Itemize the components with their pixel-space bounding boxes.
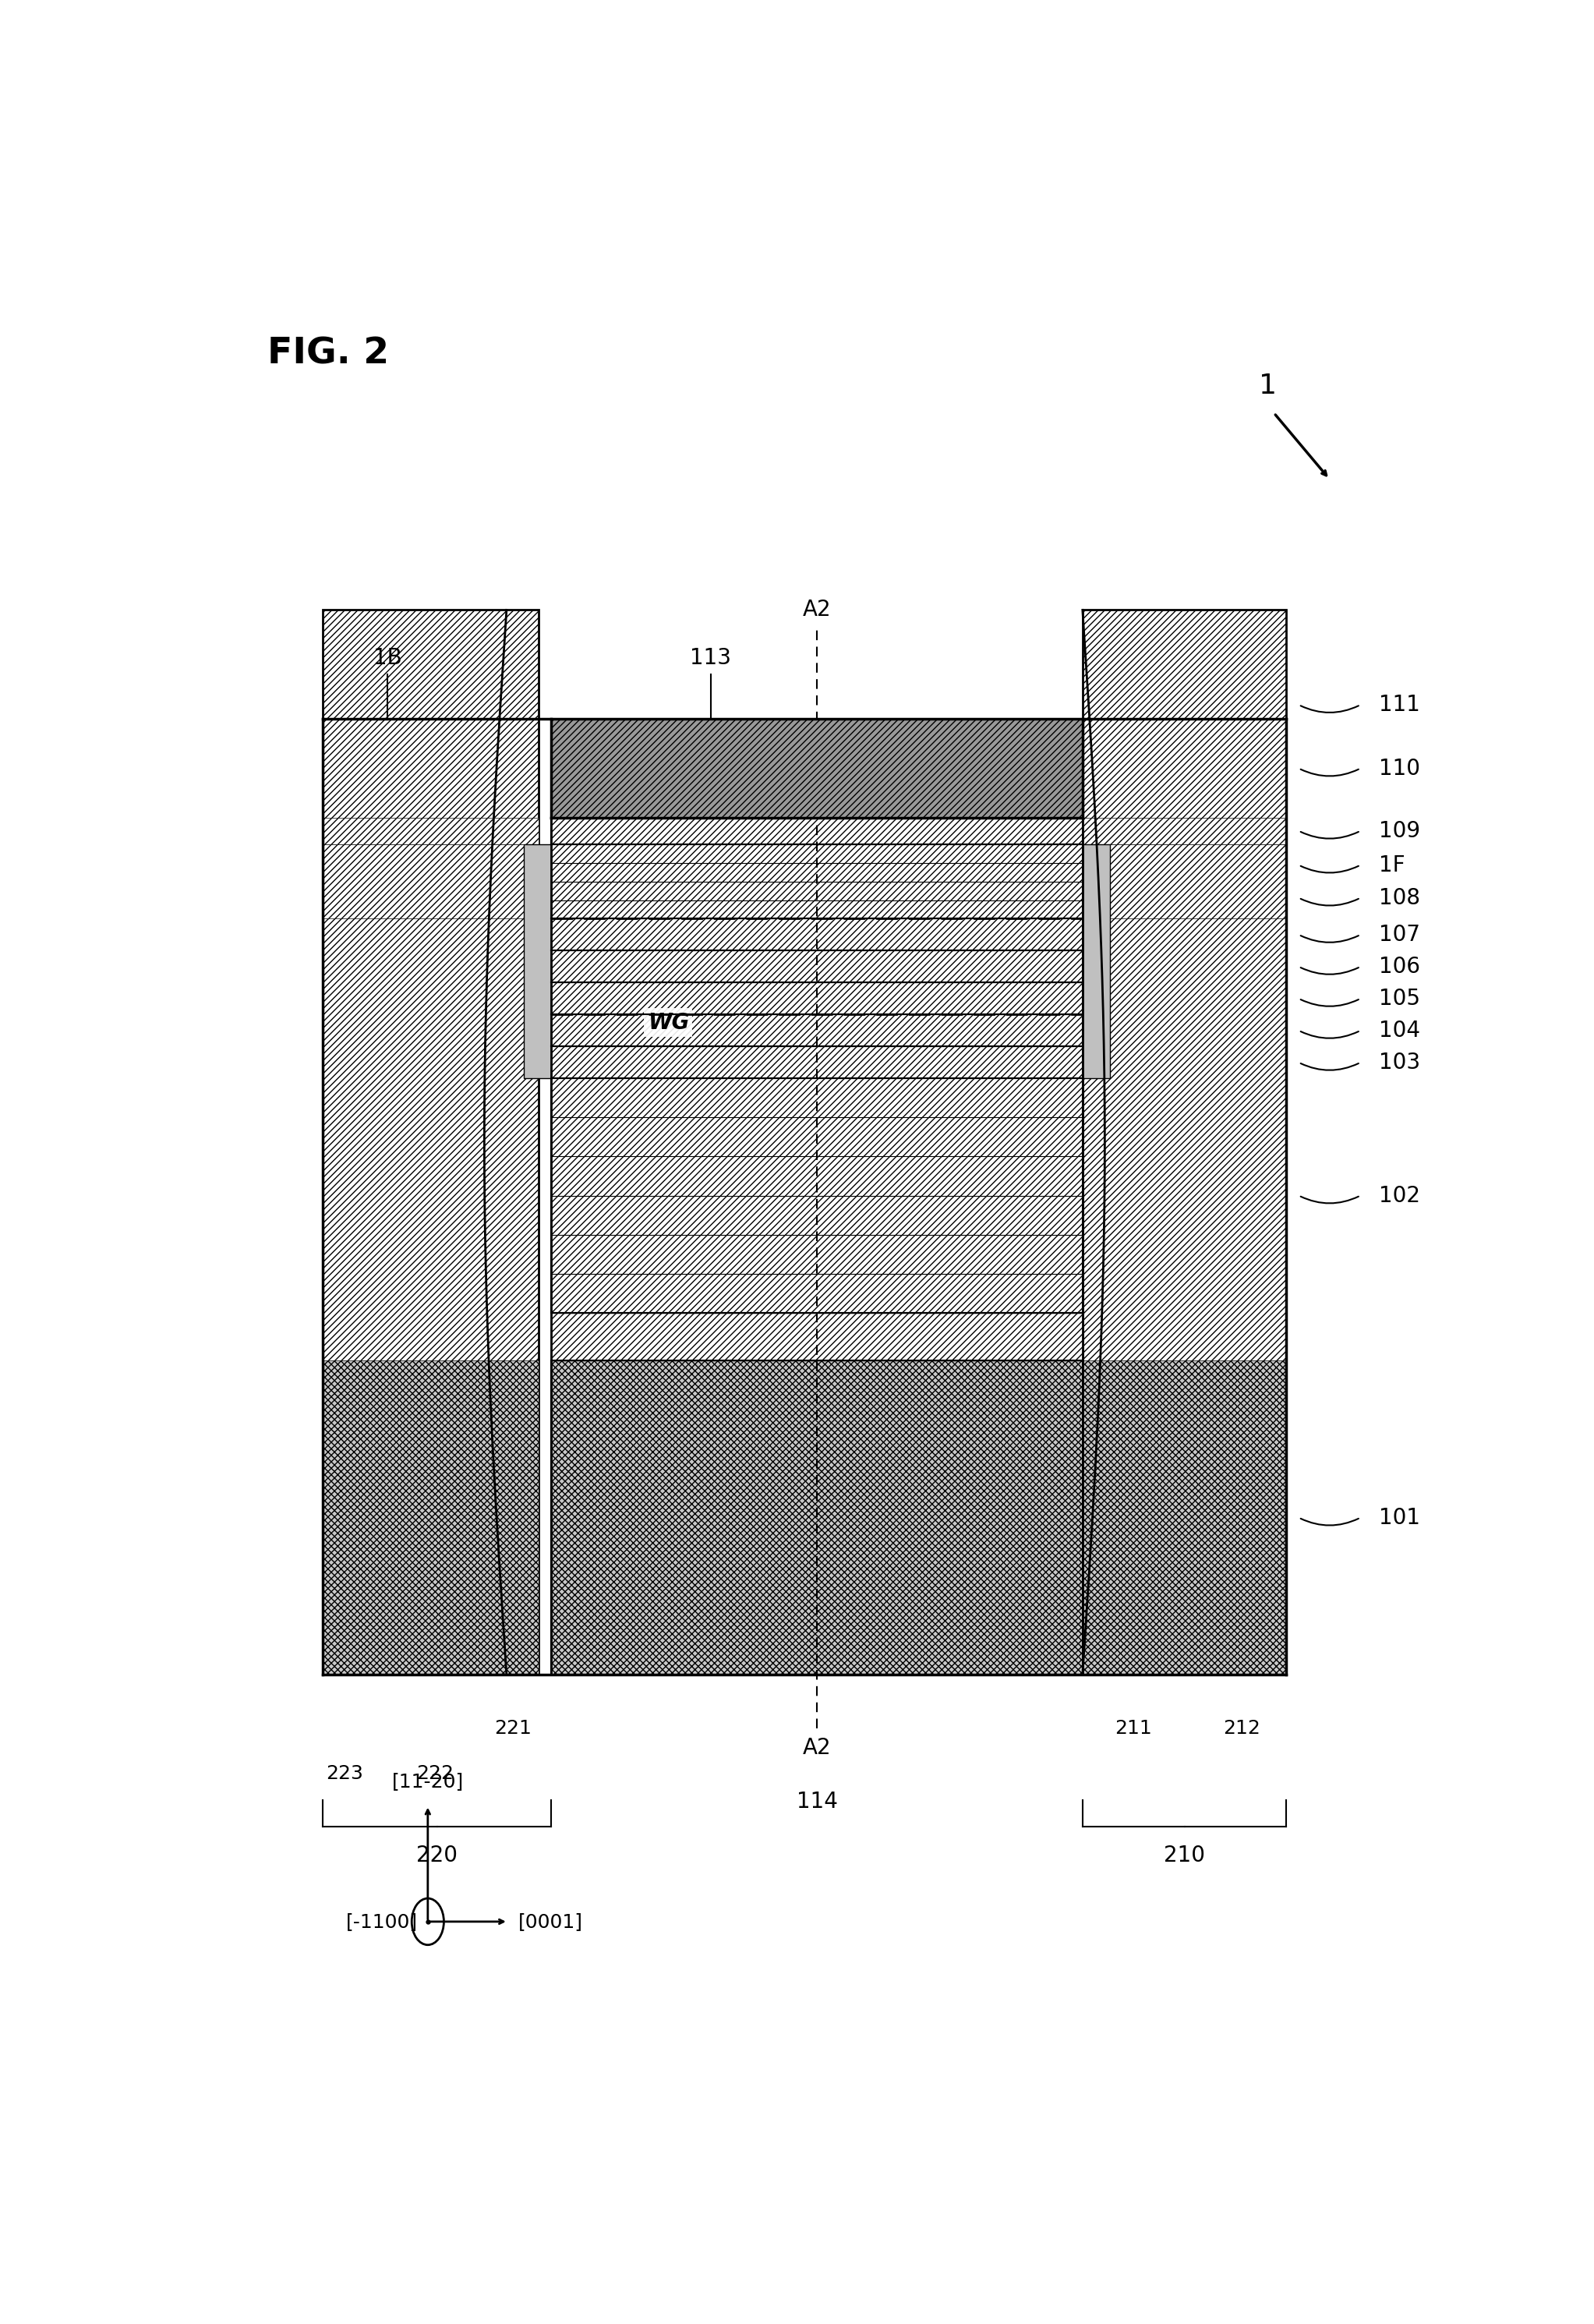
Bar	[552, 1360, 1082, 1676]
Bar	[552, 818, 1082, 844]
Text: 1F: 1F	[1379, 855, 1406, 876]
Text: 104: 104	[1379, 1020, 1420, 1041]
Text: 221: 221	[494, 1720, 532, 1738]
Text: [11-20]: [11-20]	[392, 1773, 464, 1792]
Bar	[1082, 609, 1286, 1676]
Text: WG: WG	[647, 1011, 689, 1034]
Bar	[322, 818, 539, 844]
Text: 101: 101	[1379, 1506, 1420, 1529]
Text: 108: 108	[1379, 888, 1420, 909]
Text: A2: A2	[803, 1738, 830, 1759]
Bar	[322, 1360, 539, 1676]
Bar	[552, 1078, 1082, 1313]
Text: 210: 210	[1164, 1845, 1205, 1866]
Bar	[552, 844, 1082, 918]
Text: 111: 111	[1379, 695, 1420, 716]
Bar	[552, 1313, 1082, 1360]
Bar	[1082, 844, 1109, 1078]
Text: 220: 220	[416, 1845, 457, 1866]
Text: A2: A2	[803, 600, 830, 621]
Bar	[552, 983, 1082, 1016]
Text: 110: 110	[1379, 758, 1420, 779]
Text: 211: 211	[1114, 1720, 1152, 1738]
Text: 114: 114	[797, 1792, 837, 1813]
Bar	[552, 1016, 1082, 1046]
Text: 102: 102	[1379, 1185, 1420, 1206]
Text: 222: 222	[416, 1764, 454, 1783]
Text: 212: 212	[1223, 1720, 1261, 1738]
Text: 1B: 1B	[373, 646, 402, 669]
Bar	[322, 609, 539, 1676]
Text: 113: 113	[690, 646, 732, 669]
Text: [0001]: [0001]	[518, 1913, 583, 1931]
Bar	[322, 844, 539, 918]
Text: [-1100]: [-1100]	[346, 1913, 418, 1931]
Bar	[552, 718, 1082, 818]
Bar	[552, 1046, 1082, 1078]
Bar	[1082, 818, 1286, 844]
Bar	[552, 951, 1082, 983]
Text: 106: 106	[1379, 955, 1420, 978]
Text: 103: 103	[1379, 1050, 1420, 1074]
Text: 223: 223	[325, 1764, 363, 1783]
Bar	[1082, 1360, 1286, 1676]
Bar	[524, 844, 552, 1078]
Text: 107: 107	[1379, 923, 1420, 946]
Bar	[552, 918, 1082, 951]
Bar	[1082, 844, 1286, 918]
Text: 105: 105	[1379, 988, 1420, 1009]
Text: FIG. 2: FIG. 2	[268, 337, 389, 372]
Text: 109: 109	[1379, 820, 1420, 841]
Text: 1: 1	[1259, 372, 1277, 400]
